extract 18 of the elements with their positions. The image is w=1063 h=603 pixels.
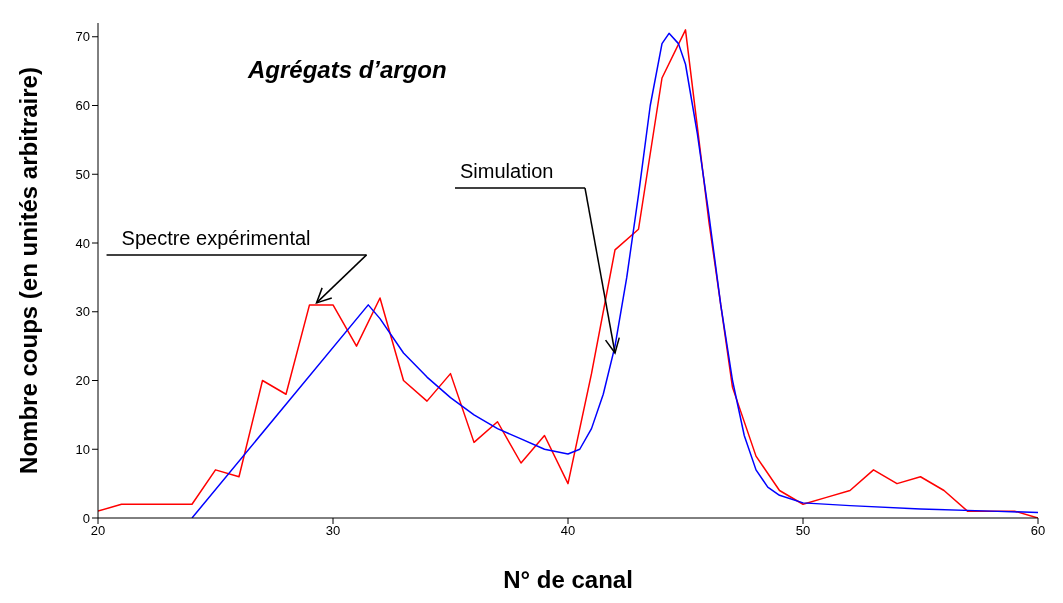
y-tick-label: 70 <box>75 29 90 45</box>
y-tick-label: 10 <box>75 441 90 457</box>
text: Agrégats d’argon <box>247 56 447 83</box>
y-tick-label: 20 <box>75 373 90 389</box>
x-tick-label: 50 <box>795 523 811 539</box>
y-axis-title: Nombre coups (en unités arbitraire) <box>14 67 42 474</box>
x-axis-title: N° de canal <box>503 566 633 593</box>
y-tick-label: 40 <box>75 235 90 251</box>
annotation: Spectre expérimental <box>121 226 311 249</box>
y-tick-label: 60 <box>75 98 90 114</box>
annotation: Simulation <box>460 160 554 182</box>
y-tick-label: 30 <box>75 304 90 320</box>
x-tick-label: 20 <box>90 523 106 539</box>
y-tick-label: 0 <box>82 510 90 526</box>
x-tick-label: 40 <box>560 523 576 539</box>
x-tick-label: 30 <box>325 523 341 539</box>
y-tick-label: 50 <box>75 166 90 182</box>
x-tick-label: 60 <box>1030 523 1046 539</box>
